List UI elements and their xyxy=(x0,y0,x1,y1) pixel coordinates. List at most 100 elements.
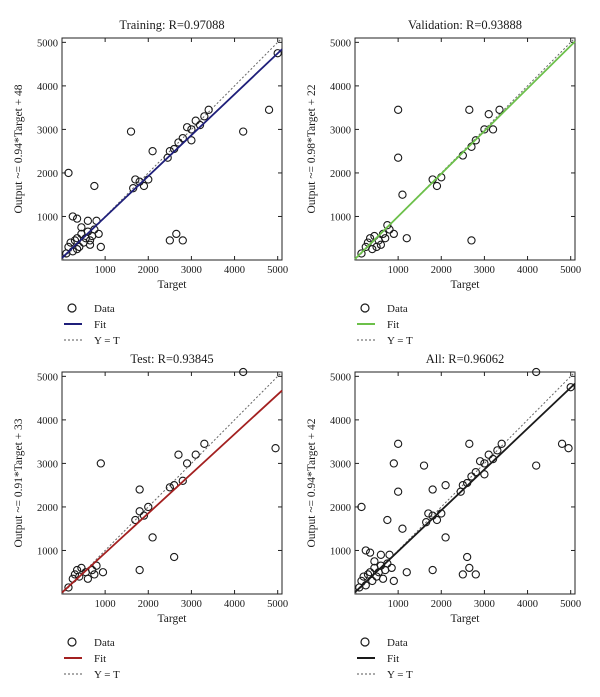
y-tick-label: 4000 xyxy=(330,416,351,427)
panel-title: Training: R=0.97088 xyxy=(119,18,224,32)
data-point xyxy=(467,236,476,245)
data-point xyxy=(458,570,467,579)
data-point xyxy=(480,125,489,134)
x-tick-label: 5000 xyxy=(267,265,288,276)
y-tick-label: 5000 xyxy=(37,372,58,383)
data-point xyxy=(376,550,386,559)
legend-data-label: Data xyxy=(94,637,115,649)
data-point xyxy=(178,133,187,143)
fit-line xyxy=(354,382,576,593)
y-tick-label: 2000 xyxy=(37,503,58,514)
data-point xyxy=(64,583,73,592)
y-tick-label: 2000 xyxy=(330,169,351,180)
data-point xyxy=(195,120,205,130)
x-tick-label: 4000 xyxy=(517,265,538,276)
data-point xyxy=(83,574,93,583)
y-tick-label: 3000 xyxy=(330,459,351,470)
data-point xyxy=(70,570,80,579)
data-point xyxy=(135,507,144,516)
plot-area: 1000 2000 3000 4000 5000 1000 2000 3000 4000 5000 xyxy=(330,37,581,276)
data-point xyxy=(72,244,82,254)
data-point xyxy=(357,502,366,512)
legend-identity-label: Y = T xyxy=(387,335,413,347)
data-point xyxy=(148,533,157,542)
data-point xyxy=(389,576,398,586)
y-tick-label: 3000 xyxy=(37,459,58,470)
data-point xyxy=(135,485,144,494)
y-tick-label: 5000 xyxy=(37,38,58,49)
data-point xyxy=(135,565,144,575)
y-axis-label: Output ~= 0.91*Target + 33 xyxy=(13,418,25,547)
data-point xyxy=(72,214,82,223)
x-tick-label: 4000 xyxy=(517,599,538,610)
legend-identity-label: Y = T xyxy=(94,335,120,347)
data-point xyxy=(174,138,183,147)
plot-area: 1000 2000 3000 4000 5000 1000 2000 3000 4000 5000 xyxy=(37,37,288,276)
y-tick-label: 1000 xyxy=(330,546,351,557)
data-point xyxy=(357,249,366,258)
data-point xyxy=(424,509,433,518)
data-point xyxy=(532,461,541,470)
y-tick-label: 3000 xyxy=(37,125,58,136)
y-tick-label: 2000 xyxy=(37,169,58,180)
panel-test: Test: R=0.93845 Target Output ~= 0.91*Ta… xyxy=(13,352,288,681)
x-tick-label: 4000 xyxy=(224,599,245,610)
data-point xyxy=(398,190,407,199)
data-point xyxy=(484,110,493,119)
data-point xyxy=(378,574,388,583)
x-tick-label: 2000 xyxy=(431,265,452,276)
data-point xyxy=(68,212,77,221)
data-point xyxy=(566,383,575,392)
data-point xyxy=(480,459,489,468)
data-point xyxy=(187,136,196,145)
data-point xyxy=(365,568,375,577)
data-point xyxy=(393,487,403,496)
data-point xyxy=(200,112,209,121)
data-point xyxy=(144,502,153,512)
x-tick-label: 5000 xyxy=(560,265,581,276)
data-point xyxy=(557,439,567,448)
x-tick-label: 1000 xyxy=(388,599,409,610)
data-point xyxy=(64,168,73,178)
data-point xyxy=(96,459,105,468)
data-point xyxy=(96,242,105,252)
y-tick-label: 4000 xyxy=(37,82,58,93)
x-tick-label: 3000 xyxy=(181,265,202,276)
data-point xyxy=(393,439,403,448)
data-point xyxy=(77,563,86,573)
data-point xyxy=(475,457,485,466)
x-tick-label: 1000 xyxy=(95,599,116,610)
data-point xyxy=(139,511,149,520)
legend-fit-label: Fit xyxy=(387,653,399,665)
y-tick-label: 1000 xyxy=(37,212,58,223)
data-point xyxy=(465,439,474,448)
panel-title: Test: R=0.93845 xyxy=(130,352,213,366)
data-point xyxy=(273,49,282,58)
panel-validation: Validation: R=0.93888 Target Output ~= 0… xyxy=(306,18,581,347)
y-tick-label: 2000 xyxy=(330,503,351,514)
data-point xyxy=(389,229,398,239)
data-point xyxy=(359,572,368,581)
y-axis-label: Output ~= 0.98*Target + 22 xyxy=(306,84,318,213)
panel-title: Validation: R=0.93888 xyxy=(408,18,522,32)
data-point xyxy=(187,125,196,134)
data-point xyxy=(419,461,429,470)
data-point xyxy=(361,546,370,555)
data-point xyxy=(66,238,75,247)
x-tick-label: 3000 xyxy=(181,599,202,610)
data-point xyxy=(383,559,392,568)
panel-training: Training: R=0.97088 Target Output ~= 0.9… xyxy=(13,18,288,347)
x-tick-label: 1000 xyxy=(388,265,409,276)
data-point xyxy=(131,515,140,525)
y-tick-label: 4000 xyxy=(37,416,58,427)
data-point xyxy=(239,367,248,377)
data-point xyxy=(85,236,95,245)
legend: Data Fit Y = T xyxy=(64,303,120,347)
data-point xyxy=(564,444,573,453)
data-point xyxy=(428,485,437,494)
data-point xyxy=(381,234,390,243)
x-tick-label: 3000 xyxy=(474,599,495,610)
data-point xyxy=(480,470,489,479)
data-point xyxy=(365,548,375,557)
